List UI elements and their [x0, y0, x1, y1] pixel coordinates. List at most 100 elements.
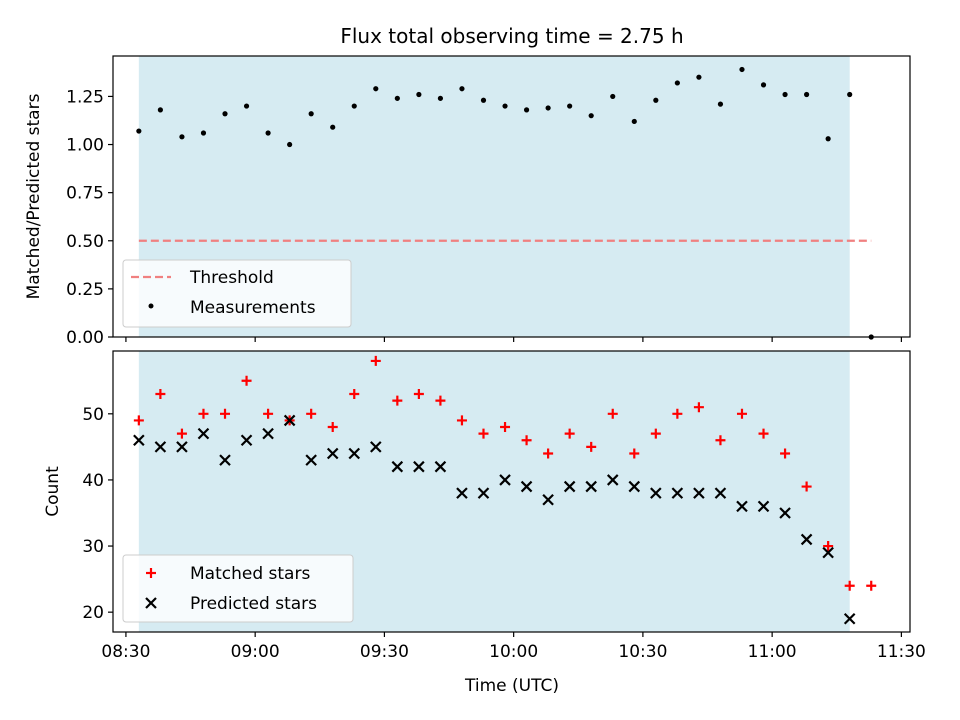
predicted-stars-point [456, 487, 468, 499]
predicted-stars-point [240, 434, 253, 447]
matched-stars-point [176, 428, 187, 439]
matched-stars-point [413, 388, 424, 399]
ratio-legend: Threshold Measurements [122, 259, 352, 328]
x-tick-label: 10:00 [489, 642, 538, 662]
measurements-point [222, 111, 228, 117]
x-tick-label: 08:30 [101, 642, 150, 662]
matched-stars-point [693, 402, 704, 413]
matched-stars-point [672, 408, 683, 419]
predicted-stars-point [326, 447, 339, 460]
measurements-point [157, 107, 163, 113]
matched-stars-point [629, 448, 640, 459]
measurements-legend-swatch [148, 303, 154, 309]
count-legend-box [122, 554, 354, 623]
predicted-stars-point [542, 493, 554, 506]
count-y-axis-label: Count [43, 466, 63, 517]
predicted-stars-point [305, 454, 317, 466]
predicted-stars-point [477, 487, 490, 499]
measurements-point [179, 134, 185, 140]
measurements-point [200, 130, 207, 136]
matched-stars-point [370, 355, 381, 366]
y-tick-label: 50 [82, 405, 104, 425]
predicted-stars-point [133, 434, 145, 447]
measurements-point [287, 141, 293, 148]
x-tick-label: 09:00 [231, 642, 280, 662]
matched-stars-point [564, 428, 575, 439]
measurements-point [610, 93, 616, 100]
matched-stars-point [758, 428, 769, 439]
predicted-stars-point [736, 500, 748, 513]
predicted-stars-point [585, 480, 597, 493]
measurements-point [330, 124, 336, 130]
measurements-point [567, 103, 573, 109]
x-tick-label: 11:00 [748, 642, 797, 662]
chart-title: Flux total observing time = 2.75 h [340, 24, 683, 48]
count-panel-marks [133, 355, 877, 625]
predicted-stars-point [262, 427, 274, 440]
measurements-point [459, 86, 465, 92]
measurements-point [480, 97, 487, 103]
measurements-point [717, 101, 724, 107]
measurements-point [243, 103, 250, 109]
predicted-stars-point [499, 474, 511, 486]
predicted-stars-point [714, 487, 727, 499]
measurements-point [847, 91, 853, 98]
measurements-point [825, 136, 831, 142]
matched-stars-point [306, 408, 317, 419]
y-tick-label: 0.00 [66, 328, 104, 348]
measurements-point [373, 86, 379, 92]
matched-stars-point [780, 448, 791, 459]
count-panel: 08:30 09:00 09:30 10:00 10:30 11:00 11:30 20 30… [43, 350, 926, 696]
y-tick-label: 30 [82, 537, 104, 557]
measurements-point [696, 74, 702, 80]
predicted-stars-point [348, 447, 361, 460]
count-panel-frame [112, 350, 911, 633]
predicted-stars-point [800, 533, 813, 546]
measurements-point [437, 95, 444, 101]
matched-stars-point [500, 422, 511, 433]
predicted-stars-point [370, 441, 382, 453]
matched-stars-point [133, 415, 144, 426]
y-tick-label: 1.00 [66, 136, 104, 156]
matched-stars-point [456, 415, 467, 426]
measurements-point [653, 97, 659, 103]
threshold-legend-label: Threshold [189, 268, 274, 288]
matched-stars-point [844, 580, 855, 591]
x-tick-label: 10:30 [618, 642, 667, 662]
measurements-point [394, 95, 400, 101]
count-x-ticks: 08:30 09:00 09:30 10:00 10:30 11:00 11:30 [101, 632, 926, 662]
measurements-point [523, 107, 530, 113]
matched-stars-point [263, 408, 274, 419]
measurements-point [631, 118, 637, 125]
measurements-point [760, 82, 767, 88]
matched-stars-point [327, 422, 338, 433]
ratio-y-axis-label: Matched/Predicted stars [24, 93, 44, 299]
x-tick-label: 11:30 [877, 642, 926, 662]
measurements-point [739, 66, 745, 73]
ratio-panel-marks [136, 66, 874, 340]
ratio-y-ticks: 0.00 0.25 0.50 0.75 1.00 1.25 [66, 87, 113, 348]
predicted-legend-swatch [145, 597, 157, 609]
predicted-stars-point [434, 460, 447, 473]
measurements-point [502, 103, 508, 109]
predicted-stars-point [843, 612, 856, 625]
measurements-point [545, 105, 551, 111]
y-tick-label: 0.75 [66, 184, 104, 204]
matched-legend-swatch [146, 568, 156, 578]
matched-stars-point [241, 375, 252, 386]
matched-stars-point [715, 435, 726, 446]
matched-stars-point [155, 388, 166, 399]
x-axis-label: Time (UTC) [464, 676, 559, 696]
matched-stars-point [392, 395, 403, 406]
measurements-point [308, 111, 314, 117]
matched-stars-point [801, 481, 812, 492]
ratio-x-ticks [125, 337, 902, 342]
y-tick-label: 0.50 [66, 232, 104, 252]
predicted-stars-point [606, 474, 619, 486]
matched-stars-point [650, 428, 661, 439]
matched-stars-point [823, 541, 834, 552]
predicted-stars-point [283, 414, 296, 427]
matched-stars-point [220, 408, 231, 419]
matched-stars-point [543, 448, 554, 459]
